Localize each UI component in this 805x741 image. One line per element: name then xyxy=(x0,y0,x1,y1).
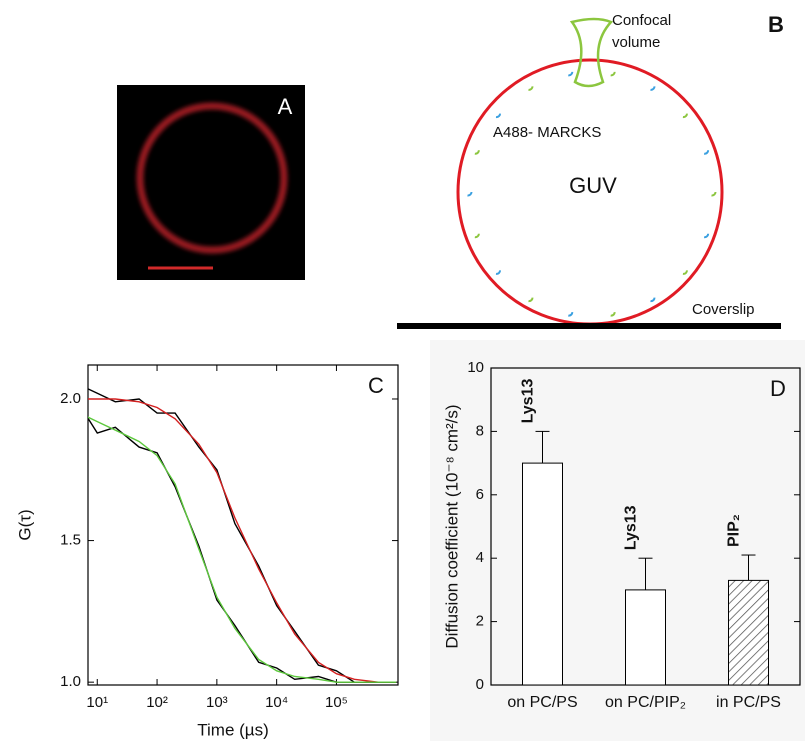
probe xyxy=(678,265,688,275)
y-tick-label: 4 xyxy=(476,549,484,566)
bar xyxy=(728,579,769,686)
bar-label: PIP₂ xyxy=(726,514,743,547)
series-line xyxy=(88,398,397,683)
panel-label: C xyxy=(368,373,384,398)
x-tick-label: on PC/PS xyxy=(507,694,577,711)
label: volume xyxy=(612,34,660,51)
probe xyxy=(564,307,574,317)
probe xyxy=(700,229,710,239)
probe xyxy=(707,187,717,197)
x-tick-label: on PC/PIP₂ xyxy=(605,694,686,711)
label: Confocal xyxy=(612,12,671,29)
probe xyxy=(564,67,574,77)
y-tick-label: 1.0 xyxy=(60,673,81,690)
confocal-volume xyxy=(569,17,614,88)
probe xyxy=(492,109,502,119)
panel-b: Confocal volume A488- MARCKS GUV Coversl… xyxy=(397,12,784,329)
probe xyxy=(492,265,502,275)
label: A488- MARCKS xyxy=(493,124,601,141)
probe xyxy=(470,229,480,239)
y-tick-label: 2.0 xyxy=(60,390,81,407)
probe xyxy=(700,145,710,155)
probe xyxy=(524,81,534,91)
vesicle-image xyxy=(136,102,288,254)
bar-label: Lys13 xyxy=(623,505,640,550)
x-axis-label: Time (µs) xyxy=(197,720,269,739)
series-line xyxy=(88,388,397,683)
label: GUV xyxy=(569,173,617,198)
probe xyxy=(678,109,688,119)
y-tick-label: 0 xyxy=(476,676,484,693)
bar xyxy=(625,589,666,686)
probe xyxy=(646,81,656,91)
bar-label: Lys13 xyxy=(520,379,537,424)
x-tick-label: 10¹ xyxy=(86,694,108,711)
panel-label: D xyxy=(770,376,786,401)
plot-frame xyxy=(87,364,399,686)
y-tick-label: 10 xyxy=(467,359,484,376)
x-tick-label: 10² xyxy=(146,694,168,711)
y-axis-label: G(τ) xyxy=(15,509,34,540)
x-tick-label: in PC/PS xyxy=(716,694,781,711)
x-tick-label: 10⁴ xyxy=(265,694,288,711)
y-tick-label: 1.5 xyxy=(60,532,81,549)
y-tick-label: 2 xyxy=(476,613,484,630)
probe xyxy=(606,307,616,317)
x-tick-label: 10⁵ xyxy=(325,694,348,711)
probe xyxy=(463,187,473,197)
bar xyxy=(522,462,563,686)
panel-a: A xyxy=(117,85,305,280)
panel-label: B xyxy=(768,12,784,37)
probe xyxy=(524,293,534,303)
x-tick-label: 10³ xyxy=(206,694,228,711)
probe xyxy=(646,293,656,303)
panel-label: A xyxy=(278,94,293,119)
probe xyxy=(470,145,480,155)
probe xyxy=(606,67,616,77)
y-axis-label: Diffusion coefficient (10⁻⁸ cm²/s) xyxy=(442,404,461,648)
y-tick-label: 6 xyxy=(476,486,484,503)
label: Coverslip xyxy=(692,301,755,318)
y-tick-label: 8 xyxy=(476,422,484,439)
series-line xyxy=(88,416,397,683)
